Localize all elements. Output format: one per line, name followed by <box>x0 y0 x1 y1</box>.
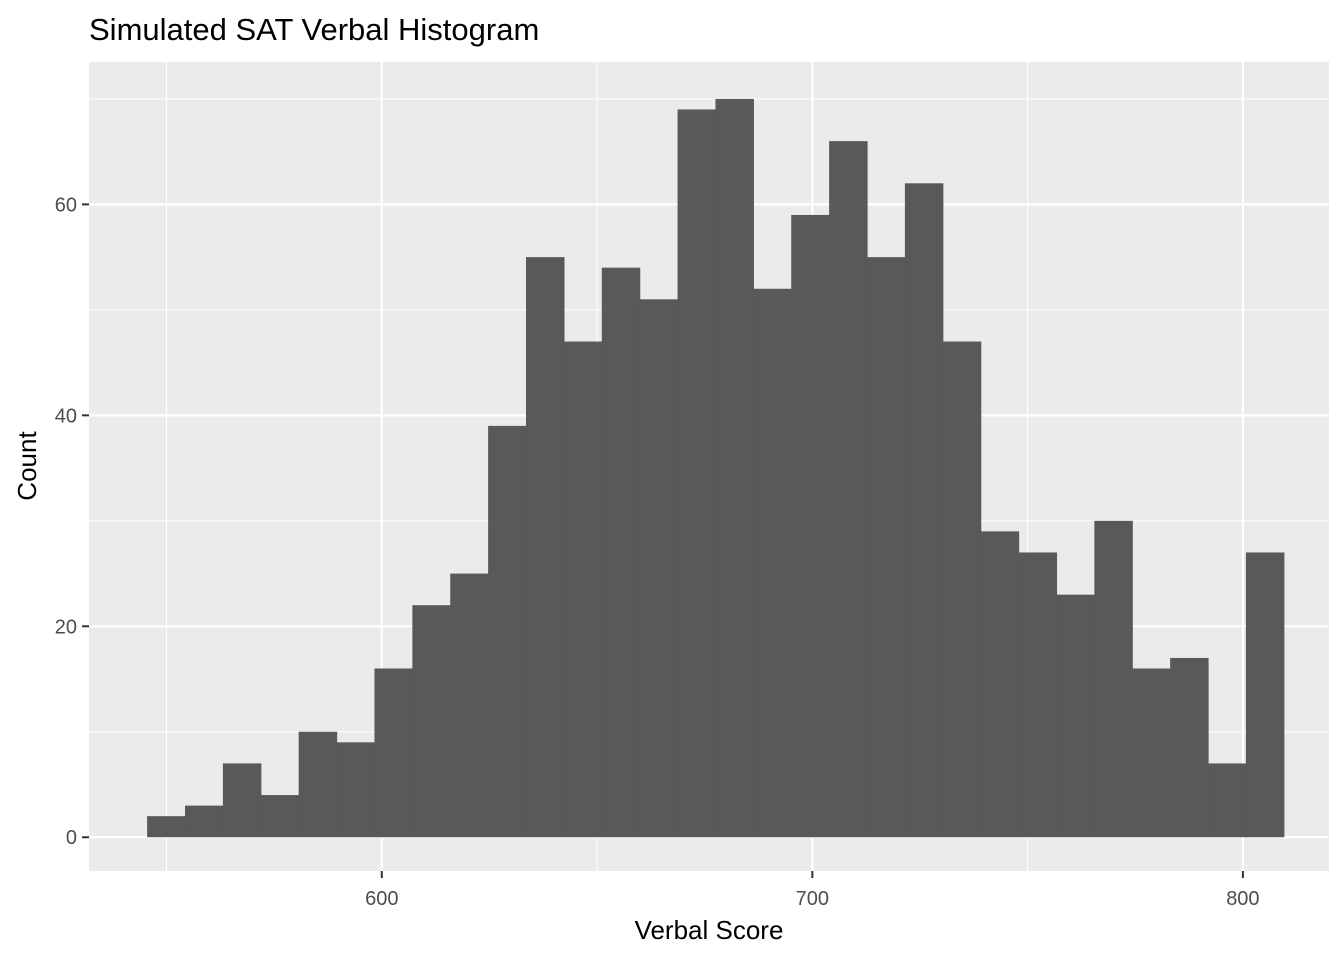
x-tick-label: 800 <box>1226 888 1259 910</box>
x-axis-title: Verbal Score <box>635 915 784 945</box>
y-tick-label: 60 <box>55 194 77 216</box>
y-axis-ticks: 0 20 40 60 <box>55 194 89 849</box>
y-tick-label: 20 <box>55 616 77 638</box>
y-tick-label: 40 <box>55 405 77 427</box>
histogram-bar <box>639 299 679 838</box>
histogram-bar <box>526 257 565 838</box>
histogram-bar <box>488 425 527 838</box>
histogram-bar <box>715 98 754 838</box>
histogram-bar <box>147 816 186 838</box>
histogram-bar <box>1056 594 1095 838</box>
x-tick-label: 700 <box>796 888 829 910</box>
histogram-bar <box>867 257 906 838</box>
histogram-bar <box>1132 668 1171 838</box>
histogram-bar <box>677 109 717 838</box>
histogram-bar <box>904 183 944 838</box>
x-tick-label: 600 <box>365 888 398 910</box>
histogram-bar <box>1094 520 1133 838</box>
histogram-bar <box>942 341 982 838</box>
y-axis-title: Count <box>12 431 42 501</box>
histogram-bar <box>1018 552 1058 838</box>
histogram-bar <box>298 731 338 838</box>
histogram-bar <box>222 763 262 838</box>
histogram-bar <box>563 341 603 838</box>
x-axis-ticks: 600 700 800 <box>365 871 1260 910</box>
histogram-bar <box>1208 763 1247 838</box>
histogram-bar <box>450 573 489 838</box>
histogram-bar <box>185 805 224 838</box>
histogram-bar <box>412 605 451 838</box>
histogram-bar <box>791 214 830 838</box>
histogram-bar <box>336 742 376 838</box>
chart-title: Simulated SAT Verbal Histogram <box>89 12 539 47</box>
histogram-bar <box>601 267 641 838</box>
histogram-bar <box>980 531 1020 838</box>
histogram-bar <box>260 795 300 838</box>
histogram-bar <box>753 288 792 838</box>
histogram-bar <box>374 668 413 838</box>
histogram-bar <box>829 141 868 838</box>
histogram-bars <box>147 98 1285 838</box>
histogram-bar <box>1170 657 1209 838</box>
histogram-bar <box>1245 552 1285 838</box>
y-tick-label: 0 <box>66 827 77 849</box>
